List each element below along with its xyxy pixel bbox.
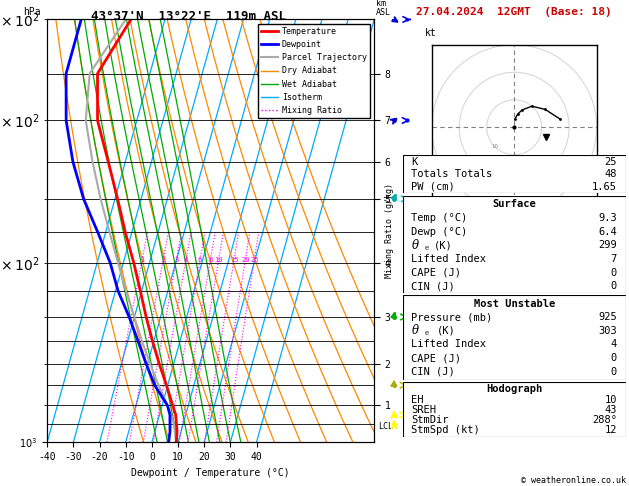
Text: 20: 20	[472, 163, 479, 168]
Text: kt: kt	[425, 28, 437, 38]
Text: 30: 30	[453, 182, 460, 188]
Text: e: e	[425, 244, 429, 252]
Text: SREH: SREH	[411, 405, 437, 415]
Text: 0: 0	[611, 353, 617, 363]
Text: CIN (J): CIN (J)	[411, 366, 455, 377]
Text: Hodograph: Hodograph	[486, 384, 542, 394]
Text: 299: 299	[598, 241, 617, 250]
Text: 7: 7	[611, 254, 617, 264]
Text: 1: 1	[140, 257, 144, 263]
Text: θ: θ	[411, 239, 419, 252]
Text: Lifted Index: Lifted Index	[411, 340, 486, 349]
Text: 0: 0	[611, 268, 617, 278]
Text: CAPE (J): CAPE (J)	[411, 268, 462, 278]
Text: K: K	[411, 157, 418, 167]
Text: 48: 48	[604, 169, 617, 179]
Text: θ: θ	[411, 325, 419, 337]
Text: StmDir: StmDir	[411, 415, 449, 425]
Text: Lifted Index: Lifted Index	[411, 254, 486, 264]
Text: Most Unstable: Most Unstable	[474, 299, 555, 309]
Text: StmSpd (kt): StmSpd (kt)	[411, 425, 481, 434]
Text: 8: 8	[208, 257, 213, 263]
Legend: Temperature, Dewpoint, Parcel Trajectory, Dry Adiabat, Wet Adiabat, Isotherm, Mi: Temperature, Dewpoint, Parcel Trajectory…	[258, 24, 370, 118]
Text: 1.65: 1.65	[592, 182, 617, 192]
Text: Temp (°C): Temp (°C)	[411, 213, 468, 223]
Text: 0: 0	[611, 281, 617, 291]
Text: e: e	[425, 330, 429, 337]
Text: 6: 6	[198, 257, 202, 263]
Text: 43: 43	[604, 405, 617, 415]
Text: 25: 25	[250, 257, 259, 263]
Text: LCL: LCL	[379, 421, 393, 431]
Text: 9.3: 9.3	[598, 213, 617, 223]
Text: CAPE (J): CAPE (J)	[411, 353, 462, 363]
Text: Pressure (mb): Pressure (mb)	[411, 312, 493, 322]
Text: 43°37'N  13°22'E  119m ASL: 43°37'N 13°22'E 119m ASL	[91, 10, 286, 23]
Text: 15: 15	[230, 257, 238, 263]
Text: 10: 10	[214, 257, 223, 263]
Text: Surface: Surface	[493, 199, 536, 208]
Text: (K): (K)	[437, 326, 456, 336]
Text: © weatheronline.co.uk: © weatheronline.co.uk	[521, 476, 626, 485]
Text: 10: 10	[491, 144, 498, 149]
Text: Totals Totals: Totals Totals	[411, 169, 493, 179]
Text: CIN (J): CIN (J)	[411, 281, 455, 291]
Text: 2: 2	[161, 257, 165, 263]
Text: EH: EH	[411, 395, 424, 405]
Text: Dewp (°C): Dewp (°C)	[411, 227, 468, 237]
Text: km
ASL: km ASL	[376, 0, 391, 17]
Text: 25: 25	[604, 157, 617, 167]
Text: 4: 4	[611, 340, 617, 349]
Text: 4: 4	[184, 257, 188, 263]
Text: 288°: 288°	[592, 415, 617, 425]
Text: 6.4: 6.4	[598, 227, 617, 237]
Text: 0: 0	[611, 366, 617, 377]
Text: 12: 12	[604, 425, 617, 434]
Text: 303: 303	[598, 326, 617, 336]
Text: Mixing Ratio (g/kg): Mixing Ratio (g/kg)	[386, 183, 394, 278]
Text: (K): (K)	[434, 241, 453, 250]
Text: hPa: hPa	[23, 7, 41, 17]
Text: 3: 3	[174, 257, 179, 263]
Text: PW (cm): PW (cm)	[411, 182, 455, 192]
Text: 20: 20	[241, 257, 250, 263]
X-axis label: Dewpoint / Temperature (°C): Dewpoint / Temperature (°C)	[131, 468, 290, 478]
Text: 10: 10	[604, 395, 617, 405]
Text: 27.04.2024  12GMT  (Base: 18): 27.04.2024 12GMT (Base: 18)	[416, 7, 612, 17]
Text: 925: 925	[598, 312, 617, 322]
